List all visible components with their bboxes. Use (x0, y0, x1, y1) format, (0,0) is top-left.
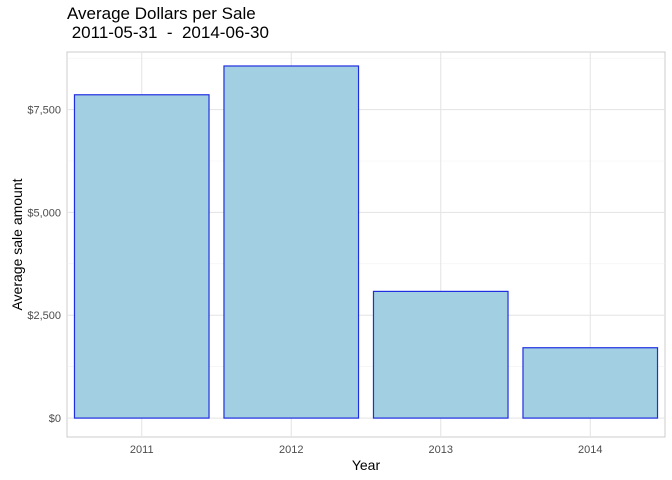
y-axis-title: Average sale amount (9, 178, 25, 310)
bar-2014 (522, 347, 659, 419)
bars (73, 65, 659, 419)
y-tick-label: $2,500 (27, 310, 61, 322)
y-tick-label: $7,500 (27, 105, 61, 117)
bar-2012 (223, 65, 360, 419)
chart-title: Average Dollars per Sale (67, 4, 256, 23)
chart-subtitle: 2011-05-31 - 2014-06-30 (67, 23, 269, 42)
x-tick-label: 2012 (279, 444, 303, 456)
x-tick-label: 2014 (578, 444, 602, 456)
x-tick-label: 2011 (130, 444, 154, 456)
y-tick-label: $0 (49, 413, 61, 425)
axes: $0 $2,500 $5,000 $7,500 2011 2012 2013 2014 (27, 105, 602, 456)
bar-2013 (372, 290, 509, 419)
bar-2011 (73, 94, 210, 419)
x-axis-title: Year (352, 457, 381, 473)
x-tick-label: 2013 (429, 444, 453, 456)
y-tick-label: $5,000 (27, 207, 61, 219)
